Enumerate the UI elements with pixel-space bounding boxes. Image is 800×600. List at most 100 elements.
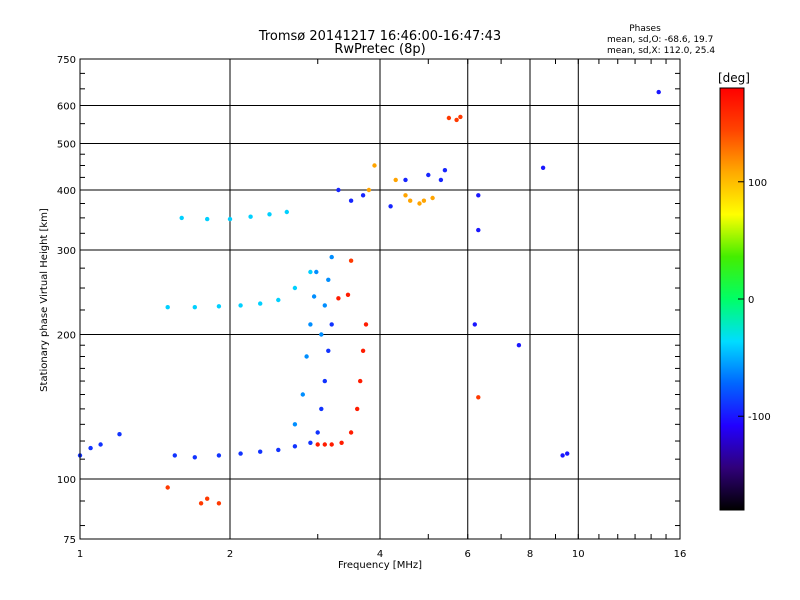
data-point-s2-0 xyxy=(292,422,298,427)
colorbar-tick-label--100: -100 xyxy=(748,412,771,423)
data-point-s2-7 xyxy=(322,303,327,308)
data-point-s6-1 xyxy=(198,501,204,506)
data-point-s7-3 xyxy=(560,453,565,458)
data-point-s0-14 xyxy=(322,378,327,384)
data-point-s0-1 xyxy=(88,445,93,451)
x-tick-label-1: 1 xyxy=(77,549,83,560)
x-tick-label-8: 8 xyxy=(527,549,533,560)
data-point-s4-7 xyxy=(430,195,435,201)
data-point-s3-2 xyxy=(216,304,222,309)
data-point-s5-7 xyxy=(442,168,448,173)
data-point-s5-2 xyxy=(360,193,366,198)
colorbar-label: [deg] xyxy=(718,71,750,85)
data-point-s0-7 xyxy=(238,451,243,456)
data-point-s2-9 xyxy=(329,254,334,260)
chart-title: Tromsø 20141217 16:46:00-16:47:43 xyxy=(258,29,501,44)
data-point-s7-5 xyxy=(656,89,661,95)
data-point-s3-12 xyxy=(267,212,272,217)
data-point-s3-4 xyxy=(258,301,263,306)
data-point-s3-8 xyxy=(179,215,184,221)
data-point-s4-4 xyxy=(408,198,413,203)
data-point-s0-8 xyxy=(258,449,263,454)
data-point-s3-0 xyxy=(165,305,170,310)
data-point-s1-0 xyxy=(315,442,320,447)
data-point-s3-6 xyxy=(292,285,298,291)
data-point-s0-5 xyxy=(192,455,197,460)
data-point-s1-8 xyxy=(363,322,369,327)
data-point-s1-3 xyxy=(339,440,344,445)
phases-label: Phases xyxy=(629,24,661,34)
data-point-s5-0 xyxy=(336,187,341,193)
data-point-s2-4 xyxy=(311,294,317,299)
data-point-s3-9 xyxy=(205,216,210,222)
data-point-s2-6 xyxy=(319,332,324,337)
data-point-s4-3 xyxy=(403,193,408,198)
data-point-s4-0 xyxy=(366,187,372,193)
x-axis-ticks: 1 2 4 6 8 10 16 xyxy=(77,59,687,560)
grid-lines xyxy=(80,59,680,539)
y-tick-label-600: 600 xyxy=(57,102,76,113)
x-axis-label: Frequency [MHz] xyxy=(338,560,422,571)
data-point-s5-1 xyxy=(348,198,354,203)
data-point-s6-3 xyxy=(216,501,222,506)
y-tick-label-500: 500 xyxy=(57,140,76,151)
data-point-s3-1 xyxy=(192,305,197,310)
x-tick-label-6: 6 xyxy=(465,549,471,560)
data-point-s1-7 xyxy=(360,348,366,353)
data-point-s6-8 xyxy=(476,395,481,400)
data-point-s1-4 xyxy=(348,430,354,435)
data-point-s0-13 xyxy=(319,406,324,412)
data-point-s2-8 xyxy=(326,277,331,282)
data-point-s3-11 xyxy=(248,214,253,219)
x-tick-label-2: 2 xyxy=(227,549,233,560)
data-point-s1-10 xyxy=(345,292,351,297)
data-point-s1-1 xyxy=(322,442,327,447)
data-point-s0-12 xyxy=(315,430,320,435)
y-tick-label-100: 100 xyxy=(57,475,76,486)
data-point-s6-0 xyxy=(165,485,170,490)
y-tick-label-400: 400 xyxy=(57,186,76,197)
data-point-s0-16 xyxy=(329,322,334,327)
data-point-s0-3 xyxy=(117,432,122,437)
data-point-s6-2 xyxy=(205,496,210,501)
data-point-s5-4 xyxy=(403,177,408,183)
colorbar-tick-label-0: 0 xyxy=(748,295,754,306)
data-point-s7-1 xyxy=(476,227,481,233)
colorbar-tick-label-100: 100 xyxy=(748,178,767,189)
data-point-s3-7 xyxy=(308,269,313,275)
data-point-s1-6 xyxy=(358,378,363,384)
data-point-s4-6 xyxy=(421,198,427,203)
chart-subtitle: RwPretec (8p) xyxy=(334,42,425,57)
data-point-s2-1 xyxy=(300,392,305,397)
data-point-s3-3 xyxy=(238,303,243,308)
data-point-s4-2 xyxy=(393,177,398,183)
data-point-s2-3 xyxy=(308,322,313,327)
data-point-s6-6 xyxy=(458,114,463,120)
colorbar-ticks: 100 0 -100 xyxy=(738,178,771,423)
data-point-s6-4 xyxy=(446,115,452,121)
x-tick-label-16: 16 xyxy=(674,549,687,560)
data-point-s0-10 xyxy=(292,444,298,449)
data-point-s2-5 xyxy=(314,269,319,275)
data-point-s0-6 xyxy=(216,453,222,458)
y-axis-label: Stationary phase Virtual Height [km] xyxy=(39,208,50,392)
stats-x: mean, sd,X: 112.0, 25.4 xyxy=(607,46,715,56)
data-point-s7-0 xyxy=(472,322,477,327)
data-point-s7-7 xyxy=(476,193,481,198)
data-point-s7-2 xyxy=(516,343,522,348)
data-point-s5-3 xyxy=(388,204,393,209)
y-tick-label-200: 200 xyxy=(57,331,76,342)
scatter-points xyxy=(77,89,661,506)
data-point-s3-10 xyxy=(227,216,233,222)
data-point-s5-6 xyxy=(438,177,444,183)
data-point-s1-5 xyxy=(355,406,360,412)
data-point-s7-6 xyxy=(540,165,546,170)
data-point-s3-5 xyxy=(276,297,281,303)
data-point-s1-9 xyxy=(336,296,341,301)
stats-o: mean, sd,O: -68.6, 19.7 xyxy=(607,35,713,45)
data-point-s5-5 xyxy=(426,172,431,178)
data-point-s4-1 xyxy=(372,163,377,168)
y-tick-label-300: 300 xyxy=(57,246,76,257)
data-point-s2-2 xyxy=(304,354,309,359)
